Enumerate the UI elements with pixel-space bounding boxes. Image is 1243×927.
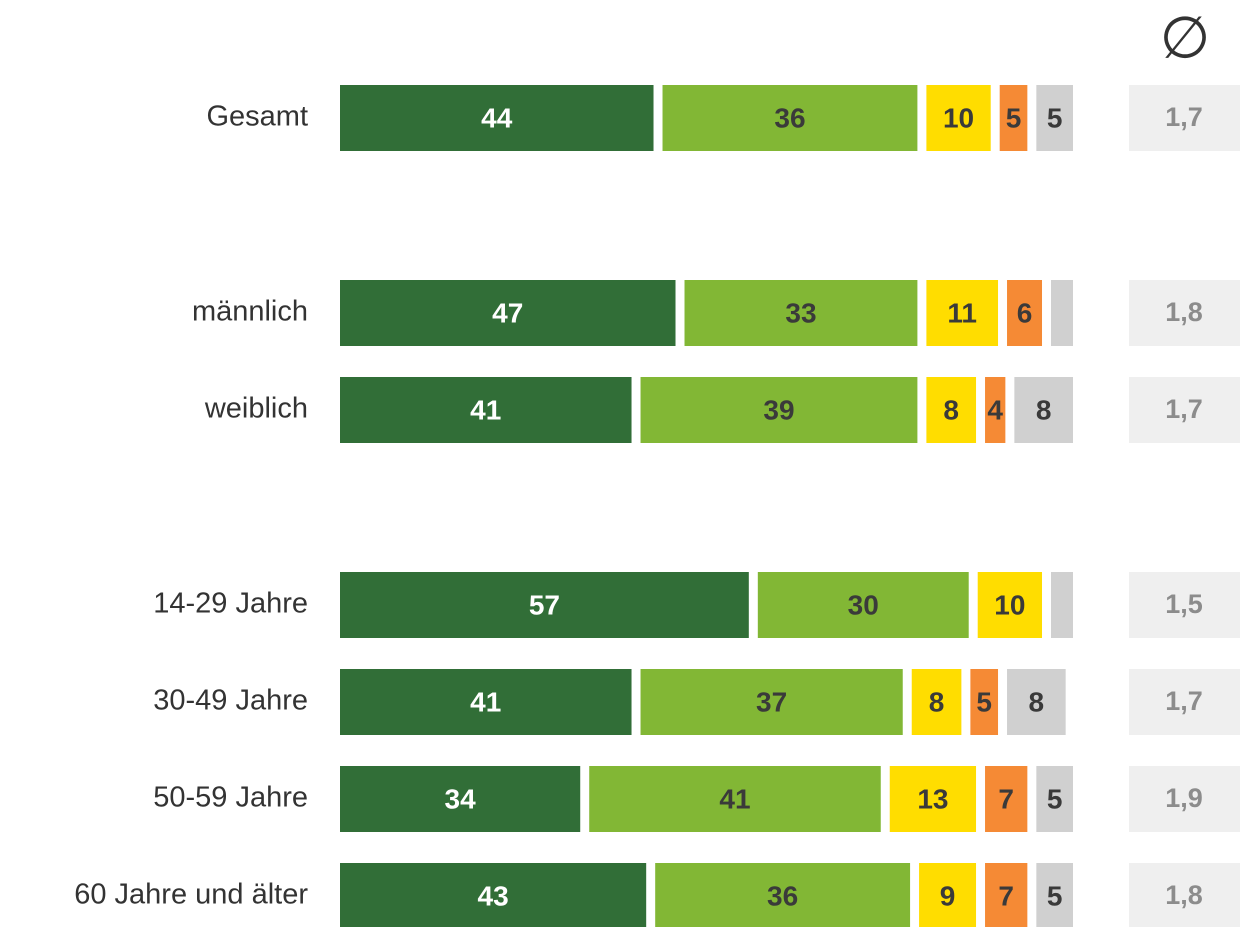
category-label: Gesamt xyxy=(206,101,308,133)
data-label: 41 xyxy=(470,686,501,717)
bar-segment xyxy=(1007,669,1066,735)
bar-segment xyxy=(684,280,918,346)
data-label: 41 xyxy=(470,394,501,425)
average-box xyxy=(1129,280,1240,346)
bar-segment xyxy=(340,863,647,927)
bar-segment xyxy=(919,863,977,927)
average-value: 1,7 xyxy=(1165,102,1203,132)
bar-segment xyxy=(589,766,881,832)
average-value: 1,9 xyxy=(1165,783,1203,813)
bar-segment xyxy=(889,766,977,832)
data-label: 5 xyxy=(1047,880,1063,911)
bar-segment xyxy=(985,863,1028,927)
data-label: 5 xyxy=(1047,102,1063,133)
data-label: 30 xyxy=(848,589,879,620)
data-label: 4 xyxy=(987,394,1003,425)
data-label: 39 xyxy=(763,394,794,425)
average-header: ∅ xyxy=(1160,5,1211,70)
bar-segment xyxy=(926,377,977,443)
data-label: 5 xyxy=(1006,102,1022,133)
data-label: 10 xyxy=(994,589,1025,620)
bar-segment xyxy=(340,572,749,638)
data-label: 41 xyxy=(719,783,750,814)
data-label: 36 xyxy=(767,880,798,911)
category-label: weiblich xyxy=(204,393,308,425)
data-label: 7 xyxy=(998,880,1014,911)
average-value: 1,7 xyxy=(1165,394,1203,424)
bar-segment xyxy=(340,377,632,443)
bar-segment xyxy=(977,572,1043,638)
average-box xyxy=(1129,669,1240,735)
bar-segment xyxy=(999,85,1028,151)
bar-segment xyxy=(1036,85,1073,151)
bar-segment xyxy=(340,280,676,346)
bar-segment xyxy=(1051,572,1073,638)
category-label: 30-49 Jahre xyxy=(153,685,308,717)
data-label: 47 xyxy=(492,297,523,328)
average-box xyxy=(1129,572,1240,638)
data-label: 10 xyxy=(943,102,974,133)
average-value: 1,7 xyxy=(1165,686,1203,716)
bar-segment xyxy=(655,863,911,927)
average-box xyxy=(1129,85,1240,151)
data-label: 6 xyxy=(1017,297,1033,328)
data-label: 9 xyxy=(940,880,956,911)
average-box xyxy=(1129,766,1240,832)
bar-segment xyxy=(926,280,999,346)
bar-segment xyxy=(1051,280,1073,346)
bar-segment xyxy=(1036,863,1073,927)
data-label: 13 xyxy=(917,783,948,814)
data-label: 33 xyxy=(785,297,816,328)
data-label: 8 xyxy=(943,394,959,425)
data-label: 37 xyxy=(756,686,787,717)
bar-segment xyxy=(985,766,1028,832)
data-label: 8 xyxy=(929,686,945,717)
bar-segment xyxy=(640,669,903,735)
bar-segment xyxy=(911,669,962,735)
data-label: 5 xyxy=(976,686,992,717)
category-label: 60 Jahre und älter xyxy=(74,879,308,911)
bar-segment xyxy=(985,377,1006,443)
average-value: 1,5 xyxy=(1165,589,1203,619)
average-value: 1,8 xyxy=(1165,880,1203,910)
data-label: 5 xyxy=(1047,783,1063,814)
bar-segment xyxy=(662,85,918,151)
data-label: 7 xyxy=(998,783,1014,814)
average-value: 1,8 xyxy=(1165,297,1203,327)
category-label: männlich xyxy=(192,296,308,328)
bar-segment xyxy=(340,766,581,832)
data-label: 8 xyxy=(1029,686,1045,717)
bar-segment xyxy=(340,85,654,151)
category-label: 50-59 Jahre xyxy=(153,782,308,814)
bar-segment xyxy=(926,85,991,151)
average-box xyxy=(1129,863,1240,927)
average-box xyxy=(1129,377,1240,443)
category-label: 14-29 Jahre xyxy=(153,588,308,620)
bar-segment xyxy=(1007,280,1043,346)
bar-segment xyxy=(1014,377,1073,443)
data-label: 43 xyxy=(478,880,509,911)
data-label: 11 xyxy=(947,297,977,328)
bar-segment xyxy=(340,669,632,735)
bar-segment xyxy=(640,377,918,443)
data-label: 44 xyxy=(481,102,513,133)
data-label: 34 xyxy=(445,783,477,814)
data-label: 57 xyxy=(529,589,560,620)
data-label: 36 xyxy=(774,102,805,133)
bar-segment xyxy=(1036,766,1073,832)
bar-segment xyxy=(970,669,999,735)
bar-segment xyxy=(757,572,969,638)
data-label: 8 xyxy=(1036,394,1052,425)
